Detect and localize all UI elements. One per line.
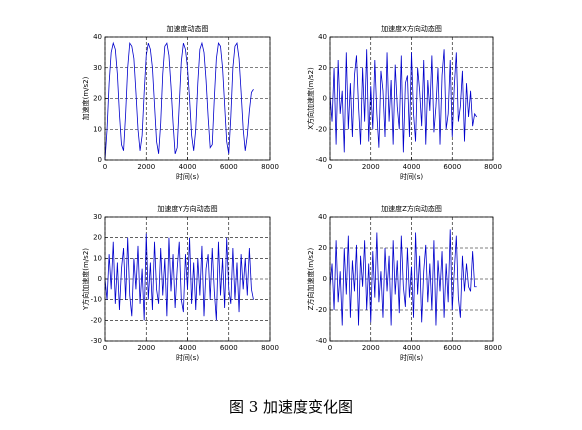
x-tick-label: 0 xyxy=(328,344,332,352)
axes-frame xyxy=(104,36,271,161)
y-tick-label: 20 xyxy=(318,244,327,252)
y-tick-label: -30 xyxy=(91,337,102,345)
axes-frame xyxy=(329,216,494,342)
y-tick-label: 20 xyxy=(318,64,327,72)
y-tick-label: 0 xyxy=(323,95,327,103)
y-tick-label: -10 xyxy=(91,296,102,304)
y-axis-label: 加速度(m/s2) xyxy=(81,76,90,120)
x-tick-label: 2000 xyxy=(362,163,380,171)
x-tick-label: 6000 xyxy=(443,344,461,352)
axes-frame xyxy=(104,216,271,342)
y-axis-label: X方向加速度(m/s2) xyxy=(306,67,315,130)
x-tick-label: 0 xyxy=(328,163,332,171)
x-tick-label: 8000 xyxy=(261,344,279,352)
data-line xyxy=(104,233,254,321)
x-tick-label: 2000 xyxy=(137,344,155,352)
y-tick-label: -40 xyxy=(316,156,327,164)
y-tick-label: -20 xyxy=(91,316,102,324)
chart-title: 加速度动态图 xyxy=(167,24,209,33)
x-axis-label: 时间(s) xyxy=(400,172,423,181)
y-tick-label: 0 xyxy=(323,275,327,283)
axes-frame xyxy=(329,36,494,161)
y-tick-label: 10 xyxy=(93,125,102,133)
y-tick-label: 0 xyxy=(98,156,102,164)
y-tick-label: -40 xyxy=(316,337,327,345)
y-tick-label: 40 xyxy=(93,33,102,41)
chart-title: 加速度Z方向动态图 xyxy=(381,204,442,213)
x-axis-label: 时间(s) xyxy=(176,353,199,362)
y-tick-label: 20 xyxy=(93,95,102,103)
x-tick-label: 0 xyxy=(103,163,107,171)
y-tick-label: 40 xyxy=(318,213,327,221)
caption: 图 3 加速度变化图 xyxy=(229,398,353,416)
x-tick-label: 4000 xyxy=(179,163,197,171)
y-tick-label: 30 xyxy=(93,64,102,72)
y-tick-label: 10 xyxy=(93,254,102,262)
chart-title: 加速度X方向动态图 xyxy=(381,24,442,33)
y-tick-label: 30 xyxy=(93,213,102,221)
y-tick-label: 0 xyxy=(98,275,102,283)
y-tick-label: -20 xyxy=(316,306,327,314)
data-line xyxy=(329,229,477,326)
chart-title: 加速度Y方向动态图 xyxy=(157,204,217,213)
y-tick-label: 40 xyxy=(318,33,327,41)
x-axis-label: 时间(s) xyxy=(400,353,423,362)
x-tick-label: 6000 xyxy=(220,163,238,171)
x-tick-label: 2000 xyxy=(137,163,155,171)
x-tick-label: 4000 xyxy=(179,344,197,352)
x-tick-label: 4000 xyxy=(403,163,421,171)
y-tick-label: 20 xyxy=(93,234,102,242)
x-tick-label: 2000 xyxy=(362,344,380,352)
y-tick-label: -20 xyxy=(316,125,327,133)
x-tick-label: 0 xyxy=(103,344,107,352)
x-tick-label: 8000 xyxy=(484,163,502,171)
data-line xyxy=(329,49,478,153)
y-axis-label: Z方向加速度(m/s2) xyxy=(306,247,315,310)
data-line xyxy=(104,41,254,161)
y-axis-label: Y方向加速度(m/s2) xyxy=(81,248,90,311)
x-tick-label: 6000 xyxy=(220,344,238,352)
x-tick-label: 6000 xyxy=(443,163,461,171)
x-tick-label: 8000 xyxy=(484,344,502,352)
x-tick-label: 8000 xyxy=(261,163,279,171)
x-tick-label: 4000 xyxy=(403,344,421,352)
x-axis-label: 时间(s) xyxy=(176,172,199,181)
